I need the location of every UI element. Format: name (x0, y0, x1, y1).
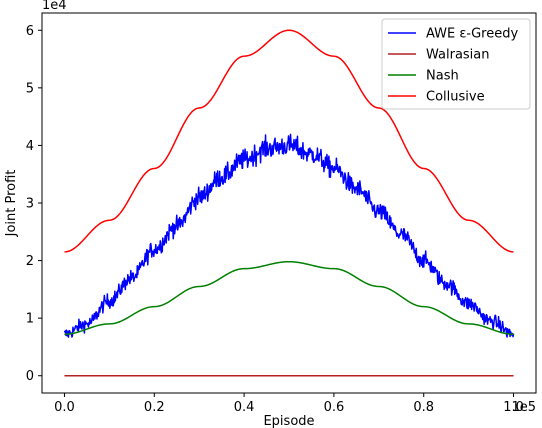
series-line-awe-greedy (63, 133, 515, 338)
y-tick-label: 2 (26, 254, 34, 269)
x-tick-label: 0.0 (54, 400, 75, 415)
y-tick-label: 5 (26, 81, 34, 96)
x-axis-label: Episode (263, 414, 314, 428)
plot-frame (41, 12, 537, 394)
y-axis-label: Joint Profit (4, 170, 19, 238)
series-layer (63, 29, 515, 377)
legend-label-walrasian: Walrasian (426, 48, 490, 63)
x-tick-label: 0.2 (144, 400, 165, 415)
series-line-collusive (64, 29, 514, 253)
series-line-nash (64, 260, 514, 336)
y-tick-label: 4 (26, 139, 34, 154)
x-tick-label: 0.4 (234, 400, 255, 415)
y-tick-label: 6 (26, 24, 34, 39)
axes-ticks: 0.0 0.2 0.4 0.6 0.8 1.0 0 1 2 3 4 5 6 (26, 24, 524, 415)
legend-label-nash: Nash (426, 69, 459, 84)
legend-label-awe-greedy: AWE ε-Greedy (426, 27, 518, 42)
legend: AWE ε-Greedy Walrasian Nash Collusive (381, 18, 531, 110)
x-tick-label: 0.8 (413, 400, 434, 415)
y-tick-label: 3 (26, 197, 34, 212)
x-tick-label: 0.6 (324, 400, 345, 415)
x-exponent-label: 1e5 (511, 400, 536, 415)
legend-label-collusive: Collusive (426, 90, 485, 105)
y-tick-label: 0 (26, 369, 34, 384)
legend-frame (381, 18, 531, 110)
y-tick-label: 1 (26, 312, 34, 327)
x-tick-label: 1.0 (503, 400, 524, 415)
y-exponent-label: 1e4 (42, 0, 67, 13)
